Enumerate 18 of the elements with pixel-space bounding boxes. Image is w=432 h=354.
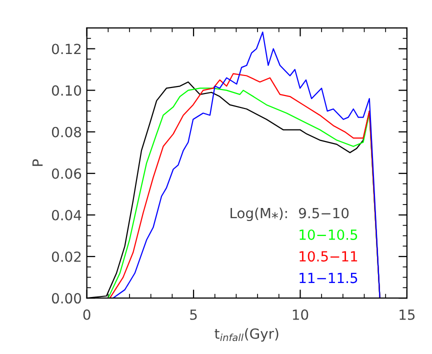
series-label: 10.5−11 bbox=[300, 251, 358, 262]
x-axis-title: t$_{infall}$(Gyr) bbox=[214, 328, 278, 342]
y-tick-label: 0.00 bbox=[52, 293, 82, 304]
y-axis-title: P bbox=[32, 159, 43, 166]
y-tick-label: 0.04 bbox=[52, 210, 82, 220]
series-label: 11−11.5 bbox=[300, 272, 358, 284]
series-label: 10−10.5 bbox=[300, 229, 358, 240]
y-tick-label: 0.10 bbox=[52, 85, 82, 96]
x-tick-label: 0 bbox=[83, 309, 90, 320]
series-label: 9.5−10 bbox=[298, 208, 349, 218]
x-tick-label: 15 bbox=[400, 310, 415, 320]
y-tick-label: 0.02 bbox=[52, 251, 81, 262]
y-tick-label: 0.06 bbox=[52, 168, 82, 179]
x-tick-label: 10 bbox=[292, 309, 308, 320]
y-tick-label: 0.08 bbox=[52, 126, 82, 138]
x-tick-label: 5 bbox=[190, 310, 197, 320]
y-tick-label: 0.12 bbox=[52, 44, 81, 54]
legend-title: Log(M⁎): bbox=[230, 208, 287, 222]
